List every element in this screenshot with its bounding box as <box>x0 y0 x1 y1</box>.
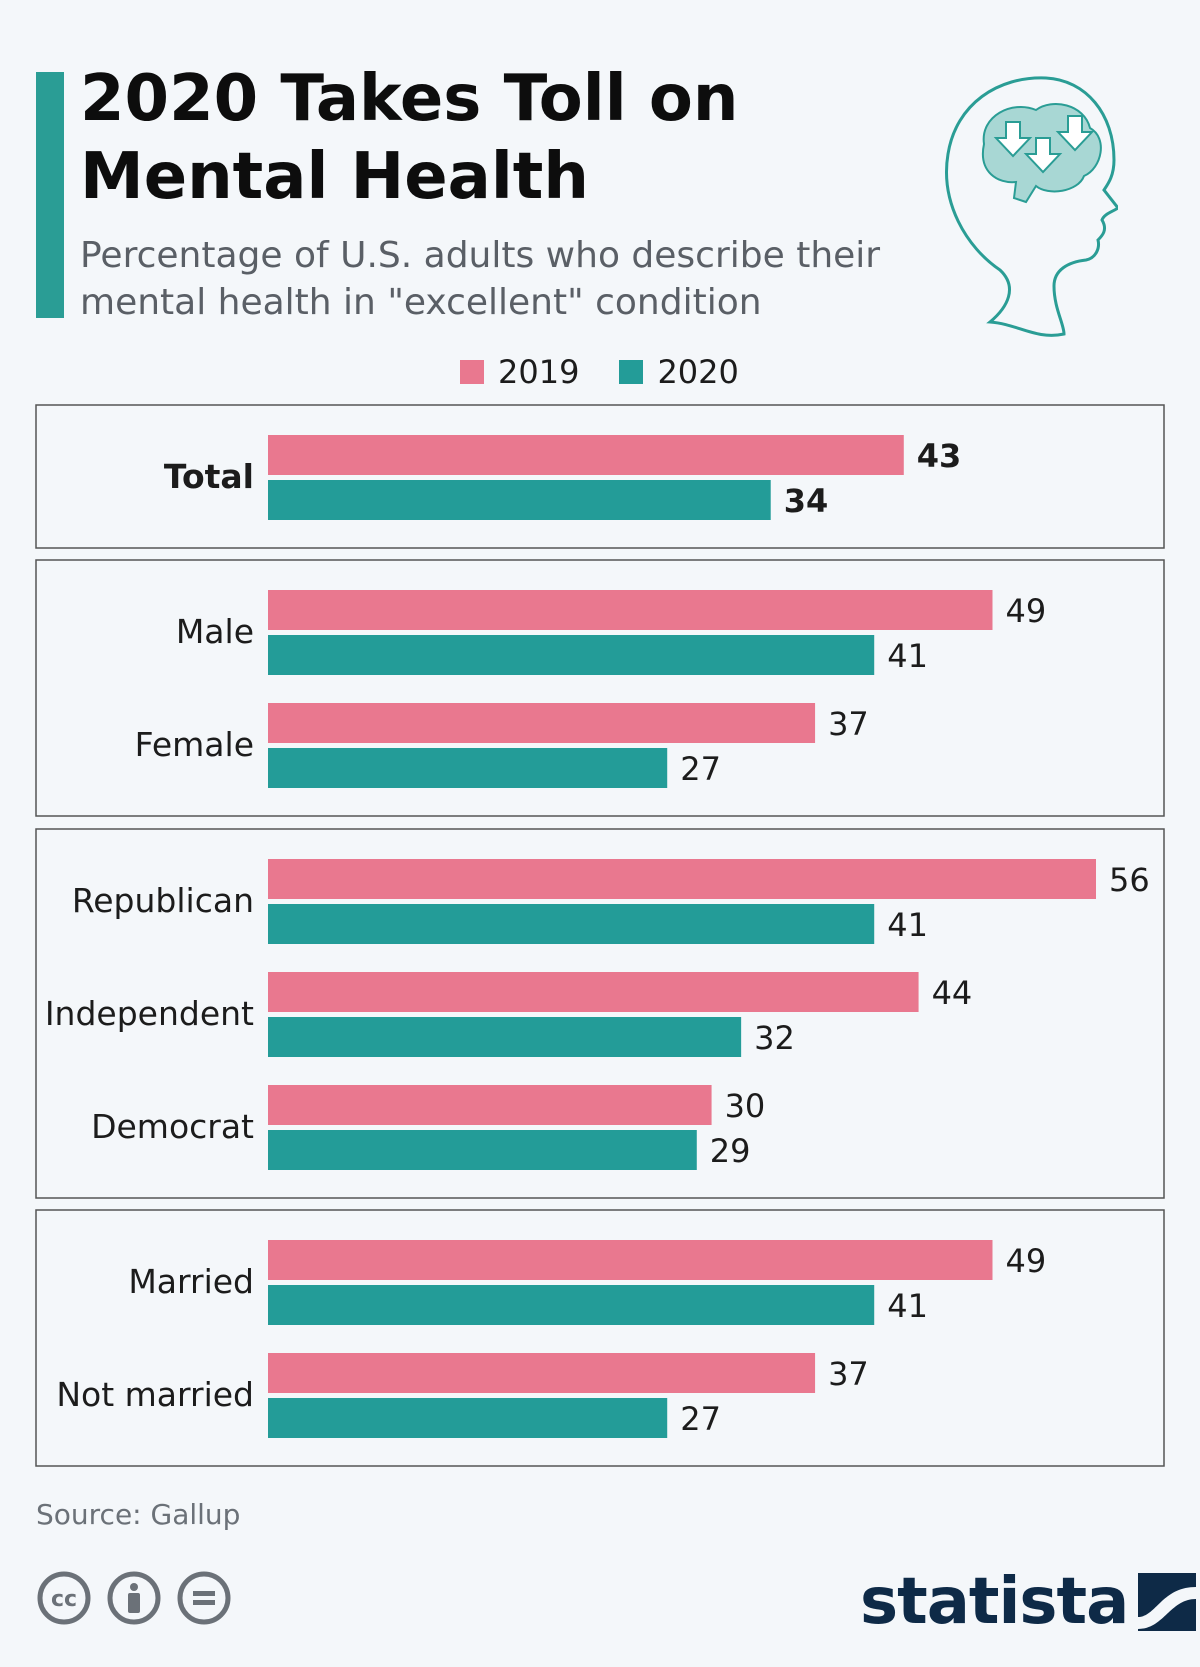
value-label-independent-2020: 32 <box>754 1019 795 1057</box>
value-label-total-2020: 34 <box>784 482 829 520</box>
page-title: 2020 Takes Toll on Mental Health <box>80 62 739 214</box>
value-label-democrat-2019: 30 <box>725 1087 766 1125</box>
value-label-not-married-2019: 37 <box>828 1355 869 1393</box>
svg-text:cc: cc <box>51 1587 77 1612</box>
category-label-republican: Republican <box>72 881 254 920</box>
no-derivatives-icon <box>177 1571 231 1625</box>
bar-married-2020 <box>268 1285 875 1325</box>
bar-democrat-2020 <box>268 1130 697 1170</box>
license-icons: cc <box>36 1570 246 1626</box>
value-label-married-2020: 41 <box>887 1287 928 1325</box>
legend-label-2020: 2020 <box>657 353 739 391</box>
attribution-icon <box>107 1571 161 1625</box>
value-label-female-2019: 37 <box>828 705 869 743</box>
page-subtitle: Percentage of U.S. adults who describe t… <box>80 235 881 323</box>
chart-panel-2 <box>35 828 1165 1199</box>
value-label-total-2019: 43 <box>917 437 962 475</box>
category-label-married: Married <box>128 1262 254 1301</box>
category-label-not-married: Not married <box>56 1375 254 1414</box>
category-label-democrat: Democrat <box>91 1107 254 1146</box>
chart-panel-0 <box>35 404 1165 549</box>
value-label-republican-2020: 41 <box>887 906 928 944</box>
statista-mark-icon <box>1138 1573 1197 1631</box>
value-label-married-2019: 49 <box>1006 1242 1047 1280</box>
bar-republican-2020 <box>268 904 875 944</box>
chart-legend: 2019 2020 <box>460 352 779 392</box>
chart-panel-1 <box>35 559 1165 817</box>
legend-item-2019: 2019 <box>460 353 579 391</box>
value-label-democrat-2020: 29 <box>710 1132 751 1170</box>
statista-logo: statista <box>860 1565 1197 1639</box>
brand-wordmark: statista <box>860 1565 1129 1639</box>
creative-commons-icon: cc <box>37 1571 91 1625</box>
bar-male-2020 <box>268 635 875 675</box>
bar-total-2019 <box>268 435 904 475</box>
legend-item-2020: 2020 <box>619 353 739 391</box>
value-label-independent-2019: 44 <box>932 974 973 1012</box>
category-label-independent: Independent <box>45 994 254 1033</box>
legend-swatch-2019 <box>460 360 484 384</box>
bar-total-2020 <box>268 480 771 520</box>
bar-democrat-2019 <box>268 1085 712 1125</box>
legend-label-2019: 2019 <box>498 353 580 391</box>
value-label-male-2019: 49 <box>1006 592 1047 630</box>
bar-republican-2019 <box>268 859 1096 899</box>
bar-independent-2020 <box>268 1017 742 1057</box>
title-accent-bar <box>36 72 64 318</box>
bar-married-2019 <box>268 1240 993 1280</box>
source-note: Source: Gallup <box>36 1498 241 1531</box>
value-label-republican-2019: 56 <box>1109 861 1150 899</box>
category-label-male: Male <box>176 612 254 651</box>
bar-not-married-2020 <box>268 1398 668 1438</box>
bar-female-2020 <box>268 748 668 788</box>
brain-head-icon <box>945 76 1118 337</box>
bar-male-2019 <box>268 590 993 630</box>
bar-not-married-2019 <box>268 1353 816 1393</box>
bar-independent-2019 <box>268 972 919 1012</box>
chart-panel-3 <box>35 1209 1165 1467</box>
value-label-not-married-2020: 27 <box>680 1400 721 1438</box>
value-label-female-2020: 27 <box>680 750 721 788</box>
category-label-total: Total <box>164 457 254 496</box>
category-label-female: Female <box>135 725 254 764</box>
legend-swatch-2020 <box>619 360 644 384</box>
value-label-male-2020: 41 <box>887 637 928 675</box>
bar-female-2019 <box>268 703 816 743</box>
